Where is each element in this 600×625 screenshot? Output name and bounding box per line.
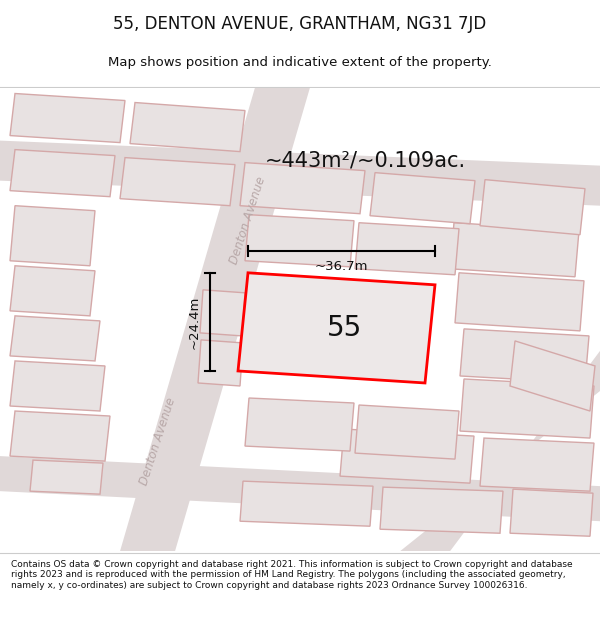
Polygon shape	[340, 429, 474, 483]
Polygon shape	[130, 102, 245, 152]
Polygon shape	[355, 405, 459, 459]
Polygon shape	[245, 215, 354, 267]
Polygon shape	[10, 316, 100, 361]
Polygon shape	[245, 398, 354, 451]
Polygon shape	[240, 162, 365, 214]
Polygon shape	[0, 141, 600, 206]
Polygon shape	[120, 158, 235, 206]
Polygon shape	[0, 456, 600, 521]
Polygon shape	[240, 481, 373, 526]
Polygon shape	[450, 222, 579, 277]
Text: 55, DENTON AVENUE, GRANTHAM, NG31 7JD: 55, DENTON AVENUE, GRANTHAM, NG31 7JD	[113, 15, 487, 33]
Polygon shape	[400, 351, 600, 551]
Text: Denton Avenue: Denton Avenue	[227, 175, 268, 266]
Polygon shape	[238, 272, 435, 383]
Polygon shape	[200, 290, 245, 336]
Polygon shape	[10, 94, 125, 142]
Polygon shape	[10, 411, 110, 461]
Text: ~443m²/~0.109ac.: ~443m²/~0.109ac.	[265, 151, 466, 171]
Polygon shape	[370, 173, 475, 224]
Polygon shape	[480, 438, 594, 491]
Polygon shape	[198, 340, 243, 386]
Polygon shape	[10, 361, 105, 411]
Polygon shape	[10, 206, 95, 266]
Text: Denton Avenue: Denton Avenue	[137, 396, 178, 486]
Text: ~24.4m: ~24.4m	[187, 295, 200, 349]
Text: Map shows position and indicative extent of the property.: Map shows position and indicative extent…	[108, 56, 492, 69]
Polygon shape	[510, 341, 595, 411]
Polygon shape	[460, 379, 594, 438]
Polygon shape	[30, 460, 103, 494]
Text: 55: 55	[327, 314, 362, 342]
Polygon shape	[510, 489, 593, 536]
Text: ~36.7m: ~36.7m	[315, 260, 368, 273]
Polygon shape	[460, 329, 589, 383]
Polygon shape	[10, 266, 95, 316]
Polygon shape	[10, 149, 115, 197]
Polygon shape	[380, 487, 503, 533]
Polygon shape	[355, 222, 459, 275]
Polygon shape	[455, 272, 584, 331]
Text: Contains OS data © Crown copyright and database right 2021. This information is : Contains OS data © Crown copyright and d…	[11, 560, 572, 590]
Polygon shape	[120, 88, 310, 551]
Polygon shape	[480, 179, 585, 235]
